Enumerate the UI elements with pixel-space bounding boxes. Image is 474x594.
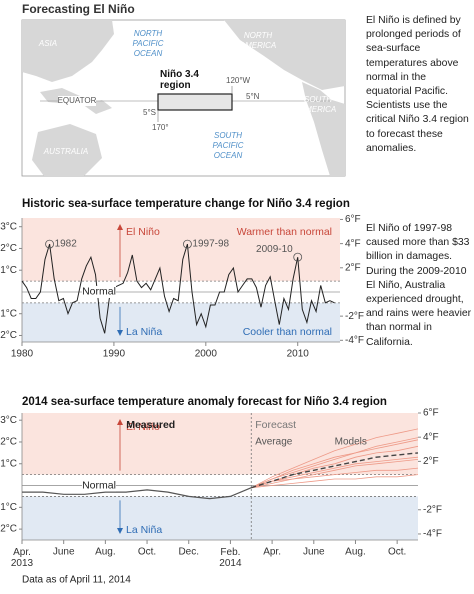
x-tick-label: Apr. 2013 <box>11 547 34 569</box>
y2-tick-label: -4°F <box>345 335 364 346</box>
x-tick-label: Dec. <box>178 547 199 558</box>
annotation-marker <box>45 239 54 249</box>
series-label: Average <box>255 437 293 448</box>
equator-label: EQUATOR <box>58 96 97 105</box>
annotation-marker <box>293 252 303 262</box>
map-description: El Niño is defined by prolonged periods … <box>366 15 469 154</box>
land-south-america <box>302 82 345 176</box>
normal-label-bg <box>82 479 116 492</box>
x-tick-label: Oct. <box>388 547 406 558</box>
x-tick-label: Aug. <box>345 547 366 558</box>
land-label: ASIA <box>38 39 57 48</box>
la-nina-label: La Niña <box>126 524 162 536</box>
model-line <box>251 439 419 489</box>
y2-tick-label: -2°F <box>345 311 364 322</box>
footer: Data as of April 11, 2014 <box>22 575 131 586</box>
x-tick-label: June <box>303 547 325 558</box>
x-tick-label: 2010 <box>287 349 310 360</box>
chart-title: Historic sea-surface temperature change … <box>22 198 350 210</box>
y2-tick-label: 4°F <box>345 238 361 249</box>
lat-label: 5°S <box>143 108 156 117</box>
lat-label: 5°N <box>246 92 260 101</box>
x-tick-label: Apr. <box>263 547 281 558</box>
ocean-label: SOUTH PACIFIC OCEAN <box>213 131 244 160</box>
y-tick-label: 2°C <box>0 437 17 448</box>
land-label: AUSTRALIA <box>43 147 88 156</box>
land-north-america <box>224 20 345 90</box>
x-tick-label: Aug. <box>95 547 116 558</box>
model-line <box>251 437 419 489</box>
x-tick-label: 2000 <box>195 349 218 360</box>
ocean-label: NORTH PACIFIC OCEAN <box>133 29 164 58</box>
x-tick-label: Oct. <box>138 547 156 558</box>
y2-tick-label: 2°F <box>423 456 439 467</box>
land-label: SOUTH AMERICA <box>299 95 336 114</box>
y2-tick-label: 2°F <box>345 262 361 273</box>
la-nina-label: La Niña <box>126 326 162 338</box>
x-tick-label: 1990 <box>103 349 126 360</box>
y-tick-label: 2°C <box>0 243 17 254</box>
model-line <box>251 445 419 489</box>
forecast-label: Forecast <box>255 419 296 431</box>
x-tick-label: June <box>53 547 75 558</box>
y-tick-label: -1°C <box>0 502 17 513</box>
land-label: NORTH AMERICA <box>239 31 276 50</box>
series-label: Measured <box>126 419 175 431</box>
model-line <box>251 428 419 489</box>
y-tick-label: 1°C <box>0 265 17 276</box>
land-australia <box>32 124 102 176</box>
chart-note: El Niño of 1997-98 caused more than $33 … <box>366 223 472 348</box>
normal-label: Normal <box>82 286 116 298</box>
annotation-label: 2009-10 <box>256 244 293 255</box>
y-tick-label: 1°C <box>0 458 17 469</box>
normal-label: Normal <box>82 479 116 491</box>
lon-label: 170° <box>152 123 169 132</box>
model-line <box>251 459 419 489</box>
chart-title: 2014 sea-surface temperature anomaly for… <box>22 396 387 408</box>
el-nino-label: El Niño <box>126 226 160 238</box>
y2-tick-label: 6°F <box>345 214 361 225</box>
y2-tick-label: 6°F <box>423 408 439 419</box>
lon-label: 120°W <box>226 76 251 85</box>
series-line <box>22 487 252 500</box>
arrow-head <box>117 330 123 336</box>
y2-tick-label: -2°F <box>423 504 442 515</box>
warm-band <box>22 218 340 282</box>
models-label: Models <box>335 437 367 448</box>
y-tick-label: 3°C <box>0 221 17 232</box>
model-line <box>251 467 419 489</box>
x-tick-label: 1980 <box>11 349 34 360</box>
line <box>21 243 335 334</box>
map-title: Forecasting El Niño <box>22 2 135 16</box>
annotation-label: 1982 <box>55 239 78 250</box>
y-tick-label: 3°C <box>0 415 17 426</box>
cooler-label: Cooler than normal <box>243 326 332 338</box>
warmer-label: Warmer than normal <box>237 226 332 238</box>
arrow-head <box>117 224 123 230</box>
land-asia <box>22 20 114 82</box>
cool-band <box>22 302 340 342</box>
y-tick-label: -1°C <box>0 308 17 319</box>
y2-tick-label: -4°F <box>423 529 442 540</box>
x-tick-label: Feb. 2014 <box>219 547 242 569</box>
annotation-marker <box>183 239 192 249</box>
arrow-head <box>117 528 123 534</box>
nino-region-box <box>157 93 233 111</box>
arrow-head <box>117 419 123 425</box>
normal-label-bg <box>82 285 116 298</box>
el-nino-label: El Niño <box>126 421 160 433</box>
cool-band <box>22 496 418 540</box>
y-tick-label: -2°C <box>0 524 17 535</box>
annotation-label: 1997-98 <box>192 239 229 250</box>
region-label: Niño 3.4 region <box>160 69 199 91</box>
map: EQUATOR Niño 3.4 region 120°W 5°N 5°S 170… <box>21 19 346 177</box>
y-tick-label: -2°C <box>0 330 17 341</box>
y2-tick-label: 4°F <box>423 432 439 443</box>
model-line <box>251 474 419 489</box>
equator-label-bg <box>58 96 96 106</box>
